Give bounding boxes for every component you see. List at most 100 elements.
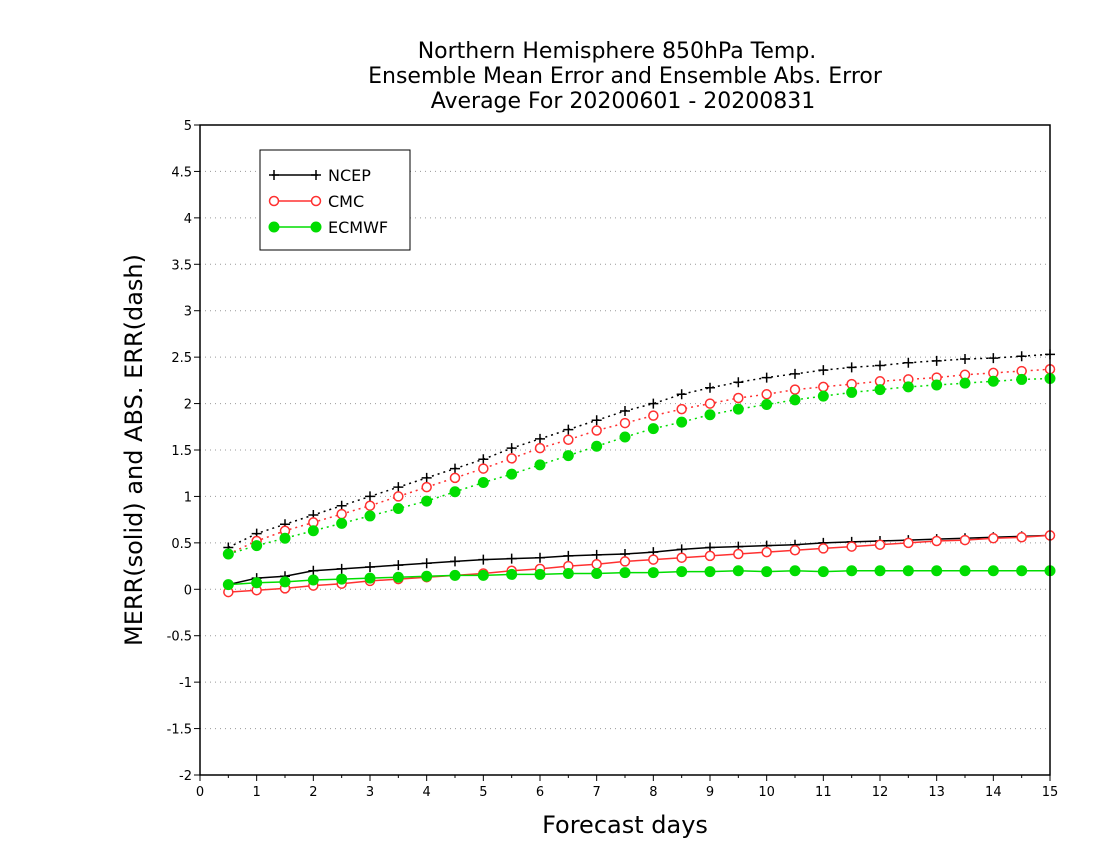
abs-err-point [279,532,291,544]
merr-point [421,570,433,582]
y-tick-label: 4.5 [171,165,192,180]
merr-point [562,568,574,579]
abs-err-point [534,442,546,454]
y-tick-label: 1.5 [171,444,192,459]
title-line-2: Ensemble Mean Error and Ensemble Abs. Er… [368,64,883,89]
abs-err-point [591,415,602,426]
merr-point [251,577,263,589]
merr-line [228,534,1051,593]
abs-err-line [228,377,1051,555]
title-line-1: Northern Hemisphere 850hPa Temp. [418,39,817,64]
abs-err-point [761,372,772,383]
merr-point [789,545,801,556]
y-tick-label: 4 [184,212,192,227]
abs-err-point [676,416,688,428]
abs-err-point [222,548,234,560]
x-axis-label: Forecast days [542,811,708,839]
merr-point [563,550,574,561]
merr-point [761,566,773,578]
abs-err-point [421,472,432,483]
merr-point [534,568,546,580]
plot-frame [199,124,1051,776]
merr-point [676,552,687,563]
x-tick-label: 1 [253,785,261,800]
y-tick-label: -1 [179,676,192,691]
merr-point [477,569,489,581]
abs-err-point [648,398,659,409]
merr-point [392,571,404,583]
abs-err-point [1016,373,1028,385]
abs-err-point [987,375,999,387]
abs-err-point [705,382,715,393]
merr-point [817,566,829,578]
abs-err-point [591,425,602,436]
abs-err-line [228,353,1051,549]
abs-err-point [704,409,716,421]
merr-point [506,568,518,580]
abs-err-point [478,463,489,474]
merr-point [279,576,291,588]
merr-point [959,565,971,577]
abs-err-point [421,495,433,507]
abs-err-point [874,384,886,396]
merr-point [619,556,631,567]
merr-point [222,579,234,591]
merr-point [903,537,914,549]
merr-point [874,565,886,577]
title-line-3: Average For 20200601 - 20200831 [431,89,816,114]
merr-point [846,541,857,552]
abs-err-point [960,354,970,364]
merr-point [676,566,688,578]
abs-err-point [591,440,603,452]
abs-err-point [789,394,801,406]
legend-label: ECMWF [328,218,388,237]
abs-err-point [846,362,857,373]
x-tick-label: 14 [985,785,1002,800]
merr-point [591,568,603,579]
abs-err-point [647,423,659,435]
merr-point [818,543,829,554]
y-tick-label: -0.5 [167,630,192,645]
merr-point [789,565,801,577]
merr-point [1016,532,1027,543]
y-tick-label: 3 [184,305,192,320]
merr-point [449,569,461,581]
merr-point [987,565,999,577]
abs-err-point [790,368,800,379]
x-tick-label: 3 [366,785,374,800]
x-axis-ticks: 0 1 2 3 4 5 6 7 8 9 10 11 12 13 14 15 [196,775,1058,800]
abs-err-point [733,377,744,388]
abs-err-point [336,508,347,520]
x-tick-label: 12 [872,785,889,800]
legend: NCEP CMC ECMWF [259,149,411,251]
legend-item-ncep: NCEP [269,166,371,185]
merr-point [647,567,659,579]
x-tick-label: 11 [815,785,832,800]
x-tick-label: 9 [706,785,714,800]
series-ecmwf [222,373,1056,591]
legend-marker [311,170,321,180]
abs-err-point [562,450,574,462]
abs-err-point [761,389,772,400]
merr-point [336,573,348,585]
x-tick-label: 6 [536,785,544,800]
abs-err-point [449,472,461,484]
abs-err-point [563,434,574,446]
merr-point [902,565,914,577]
y-axis-label: MERR(solid) and ABS. ERR(dash) [120,254,148,646]
abs-err-point [988,353,999,364]
merr-point [931,565,943,577]
merr-point [1016,565,1028,577]
merr-point [761,546,772,558]
x-tick-label: 13 [928,785,945,800]
abs-err-point [875,360,885,371]
merr-point [874,539,886,550]
abs-err-point [506,453,517,464]
legend-marker [268,195,280,207]
merr-point [732,565,744,577]
merr-point [393,560,404,571]
abs-err-point [393,491,404,502]
legend-marker [268,221,280,233]
abs-err-point [818,365,829,376]
